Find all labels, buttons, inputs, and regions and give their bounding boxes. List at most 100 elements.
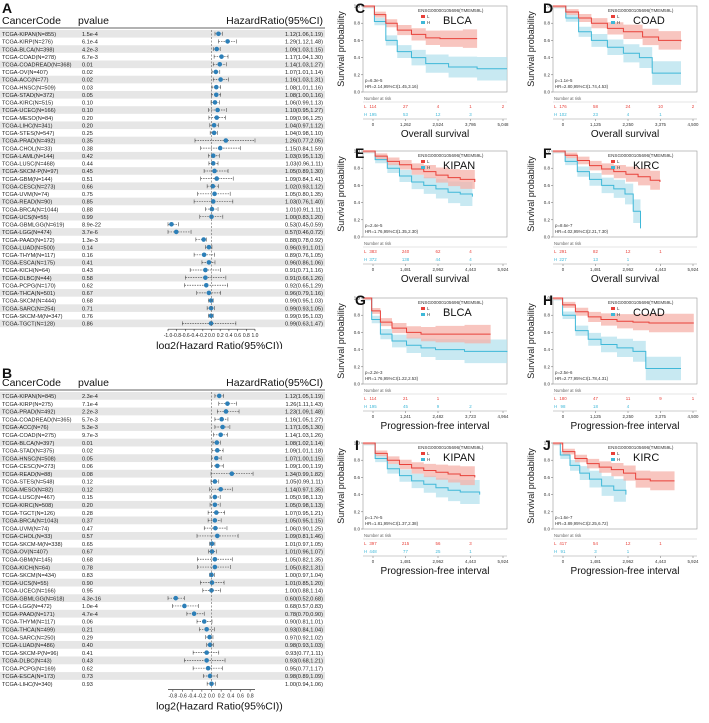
- hr-point: [223, 138, 229, 143]
- row-hazard-ratio: 1.17(1.05,1.30): [285, 425, 323, 431]
- cancer-label: KIRC: [633, 160, 659, 172]
- hr-point: [212, 494, 218, 500]
- row-pvalue: 0.73: [82, 674, 93, 680]
- legend-low-label: L: [617, 159, 620, 164]
- risk-count-low: 10: [658, 104, 663, 109]
- risk-count-low: 82: [593, 249, 598, 254]
- hr-point: [213, 69, 219, 75]
- x-tick-label: 1,241: [400, 414, 412, 419]
- y-tick-label: 0.2: [354, 217, 361, 222]
- at-risk-title: Number at risk: [554, 388, 582, 393]
- row-hazard-ratio: 1.09(1.03,1.15): [285, 47, 323, 53]
- cancer-label: BLCA: [443, 307, 472, 319]
- curve-low: [363, 297, 491, 335]
- row-pvalue: 2.3e-4: [82, 394, 98, 400]
- row-cancer-code: TCGA-LUSC(N=468): [2, 162, 55, 168]
- row-hazard-ratio: 1.14(1.03,1.26): [285, 433, 323, 439]
- km-panel-g: 0.0 0.2 0.4 0.6 0.8 1.0 Survival probability EN…: [335, 292, 510, 432]
- curve-high: [553, 150, 642, 229]
- hr-point: [201, 252, 207, 258]
- km-svg-i: 0.0 0.2 0.4 0.6 0.8 1.0 Survival probability EN…: [336, 441, 509, 577]
- risk-row-high-label: H: [554, 404, 557, 409]
- hr-point: [201, 237, 206, 242]
- risk-row-high-label: H: [364, 112, 367, 117]
- row-cancer-code: TCGA-GBMLGG(N=618): [2, 596, 64, 602]
- forest-plot-b: CancerCode pvalue HazardRatio(95%CI) TCGA-K…: [0, 368, 325, 723]
- row-pvalue: 0.57: [82, 534, 93, 540]
- row-cancer-code: TCGA-LUSC(N=467): [2, 495, 55, 501]
- legend-low-label: L: [427, 451, 430, 456]
- row-hazard-ratio: 0.96(0.79,1.16): [285, 291, 323, 297]
- row-cancer-code: TCGA-KIRC(N=508): [2, 503, 53, 509]
- risk-count-high: 1: [627, 549, 630, 554]
- row-pvalue: 1.5e-4: [82, 32, 98, 38]
- row-pvalue: 6.7e-3: [82, 55, 98, 61]
- risk-count-high: 9: [437, 404, 440, 409]
- km-svg-c: 0.0 0.2 0.4 0.6 0.8 1.0 Survival probability EN…: [336, 4, 509, 140]
- x-tick-label: 2,250: [623, 414, 635, 419]
- panel-letter-e: E: [355, 145, 365, 161]
- hr-point: [220, 424, 225, 430]
- gene-label: ENSG00000105696(TMEM59L): [418, 153, 484, 158]
- risk-count-low: 2: [502, 104, 505, 109]
- x-tick-label: 3,786: [465, 122, 477, 127]
- row-pvalue: 0.41: [82, 651, 93, 657]
- row-cancer-code: TCGA-GBMLGG(N=619): [2, 223, 64, 229]
- x-axis-title: Overall survival: [401, 274, 469, 284]
- risk-count-high: 195: [369, 112, 377, 117]
- row-cancer-code: TCGA-COAD(N=278): [2, 55, 56, 61]
- row-cancer-code: TCGA-SKCM-P(N=96): [2, 651, 59, 657]
- row-band: [0, 243, 325, 251]
- risk-row-low-label: L: [364, 104, 367, 109]
- legend-low-label: L: [427, 306, 430, 311]
- row-band: [0, 121, 325, 130]
- km-svg-e: 0.0 0.2 0.4 0.6 0.8 1.0 Survival probability EN…: [336, 149, 509, 285]
- panel-letter-g: G: [355, 292, 366, 308]
- x-tick-label: 2,250: [623, 122, 635, 127]
- row-hazard-ratio: 1.08(1.02,1.14): [285, 441, 323, 447]
- risk-count-high: 448: [369, 549, 377, 554]
- hr-point: [208, 321, 214, 326]
- risk-count-high: 25: [436, 549, 441, 554]
- forest-plot-b-svg: CancerCode pvalue HazardRatio(95%CI) TCGA-K…: [0, 377, 325, 713]
- row-hazard-ratio: 0.96(0.86,1.06): [285, 261, 323, 267]
- row-hazard-ratio: 1.04(0.97,1.12): [285, 123, 323, 129]
- row-cancer-code: TCGA-ESCA(N=173): [2, 674, 55, 680]
- gene-label: ENSG00000105696(TMEM59L): [608, 300, 674, 305]
- risk-count-low: 3: [469, 541, 472, 546]
- ci-band-high: [363, 443, 480, 508]
- legend-low-label: L: [427, 14, 430, 19]
- hr-point: [209, 549, 215, 554]
- y-tick-label: 0.8: [354, 313, 361, 318]
- risk-row-low-label: L: [554, 541, 557, 546]
- row-cancer-code: TCGA-STES(N=548): [2, 480, 55, 486]
- row-pvalue: 0.20: [82, 123, 93, 129]
- row-cancer-code: TCGA-BRCA(N=1044): [2, 207, 59, 213]
- risk-count-high: 195: [369, 404, 377, 409]
- plot-frame: [552, 442, 698, 530]
- curve-low: [553, 297, 694, 324]
- row-pvalue: 0.10: [82, 101, 93, 107]
- y-tick-label: 1.0: [354, 149, 361, 154]
- row-band: [0, 228, 325, 236]
- risk-count-high: 1: [627, 257, 630, 262]
- row-pvalue: 0.05: [82, 456, 93, 462]
- legend-low-label: L: [427, 159, 430, 164]
- row-hazard-ratio: 1.05(0.98,1.13): [285, 503, 323, 509]
- row-band: [0, 609, 325, 618]
- panel-letter-c: C: [355, 0, 366, 16]
- risk-count-low: 21: [403, 396, 408, 401]
- row-hazard-ratio: 1.04(0.98,1.10): [285, 131, 323, 137]
- hr-point: [223, 409, 229, 414]
- y-tick-label: 0.0: [544, 90, 551, 95]
- y-tick-label: 1.0: [544, 441, 551, 446]
- p-value-label: p=1.7e-5: [365, 515, 383, 520]
- row-cancer-code: TCGA-ACC(N=76): [2, 425, 49, 431]
- hr-point: [217, 61, 223, 67]
- x-axis-title: Progression-free interval: [571, 421, 680, 431]
- risk-count-high: 13: [593, 257, 598, 262]
- cancer-label: KIRC: [633, 452, 659, 464]
- risk-row-low-label: L: [364, 249, 367, 254]
- hr-point: [213, 92, 219, 98]
- y-tick-label: 0.6: [354, 330, 361, 335]
